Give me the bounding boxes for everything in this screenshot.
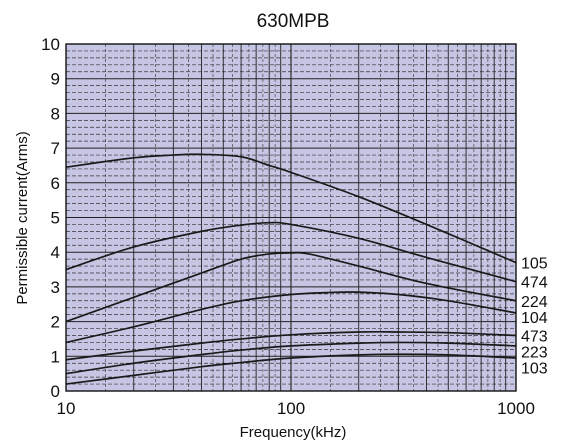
- series-line-105: [65, 153, 517, 264]
- series-line-473: [65, 330, 517, 361]
- series-label-474: 474: [521, 275, 548, 292]
- series-label-473: 473: [521, 328, 548, 345]
- series-label-105: 105: [521, 256, 548, 273]
- y-tick-label: 10: [41, 35, 60, 54]
- series-line-224: [65, 251, 517, 323]
- plot-frame: [65, 43, 517, 392]
- y-tick-label: 3: [51, 278, 60, 297]
- series-line-104: [65, 291, 517, 344]
- y-tick-label: 7: [51, 139, 60, 158]
- x-tick-label: 100: [277, 399, 305, 418]
- y-tick-label: 9: [51, 70, 60, 89]
- series-label-223: 223: [521, 344, 548, 361]
- tick-labels: 0 1 2 3 4 5 6 7 8 9 10 10 100 1000: [41, 35, 535, 418]
- grid: [66, 44, 516, 391]
- series-label-103: 103: [521, 360, 548, 377]
- series-label-224: 224: [521, 294, 548, 311]
- series-label-104: 104: [521, 310, 548, 327]
- y-tick-label: 8: [51, 104, 60, 123]
- x-tick-label: 10: [57, 399, 76, 418]
- series-line-223: [65, 341, 517, 375]
- chart-title: 630MPB: [257, 11, 330, 32]
- y-tick-label: 5: [51, 209, 60, 228]
- x-tick-label: 1000: [497, 399, 535, 418]
- y-tick-label: 2: [51, 313, 60, 332]
- y-tick-label: 1: [51, 347, 60, 366]
- series-lines: [65, 153, 517, 385]
- y-tick-label: 4: [51, 243, 60, 262]
- y-tick-label: 0: [51, 382, 60, 401]
- y-axis-label: Permissible current(Arms): [14, 131, 31, 304]
- y-tick-label: 6: [51, 174, 60, 193]
- x-axis-label: Frequency(kHz): [240, 424, 347, 441]
- series-line-474: [65, 221, 517, 283]
- series-line-103: [65, 353, 517, 385]
